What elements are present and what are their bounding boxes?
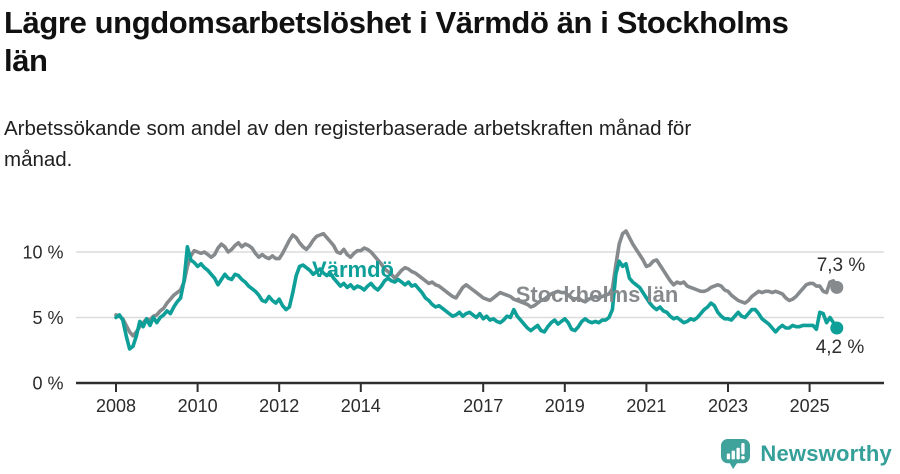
varmdo-series-label: Värmdö [312,257,394,282]
x-tick-label: 2025 [790,396,830,416]
chart-subtitle: Arbetssökande som andel av den registerb… [4,113,744,175]
stockholms-lan-end-value: 7,3 % [817,255,866,276]
stockholms-lan-series-label: Stockholms län [516,282,679,307]
y-tick-label: 5 % [32,308,63,328]
varmdo-end-value: 4,2 % [816,337,865,358]
x-tick-label: 2021 [626,396,666,416]
varmdo-line [114,245,839,351]
x-tick-label: 2019 [545,396,585,416]
page-title-line2: län [4,43,48,78]
stockholms-lan-line [114,229,839,338]
varmdo-end-dot [830,321,844,335]
chart-subtitle-line1: Arbetssökande som andel av den registerb… [4,117,692,140]
newsworthy-speech-bubble-bar-chart-icon [721,438,751,469]
chart-subtitle-line2: månad. [4,148,73,171]
y-tick-label: 0 % [32,374,63,394]
x-tick-label: 2017 [463,396,503,416]
newsworthy-logo-text: Newsworthy [760,440,892,466]
x-tick-label: 2008 [96,396,136,416]
x-tick-label: 2023 [708,396,748,416]
x-tick-label: 2014 [341,396,381,416]
x-tick-label: 2012 [259,396,299,416]
stockholms-lan-end-dot [830,280,844,294]
y-tick-label: 10 % [22,243,63,263]
newsworthy-logo: Newsworthy [720,438,892,469]
page-title: Lägre ungdomsarbetslöshet i Värmdö än i … [4,4,894,80]
x-tick-label: 2010 [178,396,218,416]
page-title-line1: Lägre ungdomsarbetslöshet i Värmdö än i … [4,5,789,40]
